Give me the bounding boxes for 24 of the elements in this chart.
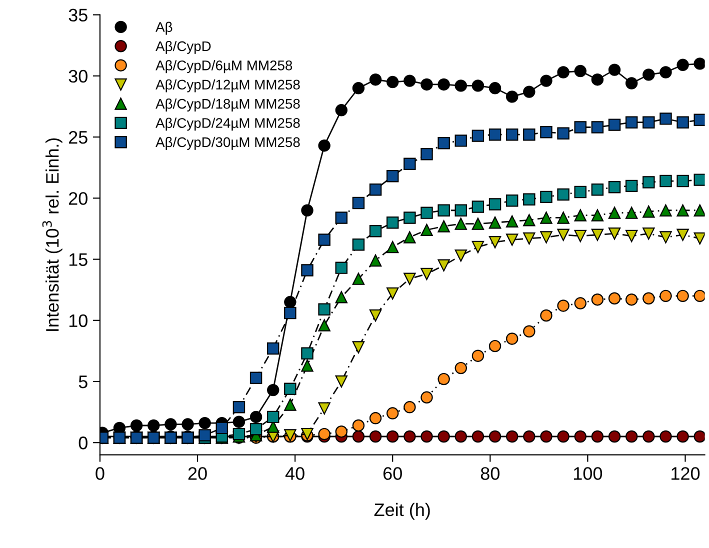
y-tick-label: 35	[68, 8, 88, 22]
y-tick-label: 5	[78, 376, 88, 388]
x-tick-label: 100	[574, 467, 602, 480]
legend-label: Aβ/CypD	[156, 40, 211, 54]
x-tick-label: 40	[285, 467, 304, 480]
y-tick-label: 15	[69, 253, 88, 266]
y-axis-title: Intensität (10$^{3}$ rel. Einh.)	[42, 138, 62, 331]
x-tick-label: 80	[480, 467, 500, 480]
legend-label: Aβ/CypD/24µM MM258	[156, 118, 300, 131]
x-tick-label: 0	[96, 467, 104, 480]
y-tick-label: 25	[68, 130, 88, 144]
y-tick-label: 0	[78, 436, 88, 450]
legend-label: Aβ/CypD/12µM MM258	[156, 79, 300, 92]
x-axis-title: Zeit (h)	[374, 502, 430, 520]
y-tick-label: 30	[68, 70, 88, 83]
legend-label: Aβ	[156, 22, 172, 35]
x-tick-label: 20	[188, 467, 207, 480]
y-tick-label: 10	[69, 314, 88, 328]
legend-label: Aβ/CypD/6µM MM258	[156, 60, 292, 74]
legend-label: Aβ/CypD/18µM MM258	[156, 98, 300, 112]
y-tick-label: 20	[68, 192, 88, 205]
x-tick-label: 60	[383, 467, 402, 480]
x-tick-label: 120	[672, 467, 700, 480]
legend-label: Aβ/CypD/30µM MM258	[156, 136, 300, 150]
